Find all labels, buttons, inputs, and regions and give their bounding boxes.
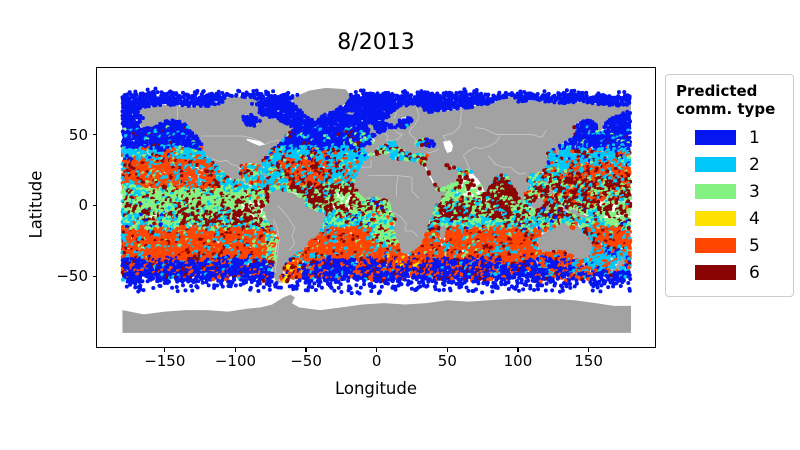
y-tick-label: 0 [78, 196, 88, 215]
legend-entry: 1 [676, 124, 787, 151]
y-tick-label: 50 [68, 125, 88, 144]
y-tick-mark [93, 133, 97, 136]
legend: Predicted comm. type 1 2 3 4 5 6 [665, 74, 794, 297]
legend-swatch [695, 211, 736, 226]
chart-title: 8/2013 [337, 30, 415, 55]
y-tick-mark [93, 275, 97, 277]
x-tick-mark [305, 348, 307, 352]
x-tick-label: −150 [144, 352, 186, 370]
world-scatter-map-canvas [97, 68, 655, 347]
x-tick-mark [588, 348, 590, 352]
legend-entry: 6 [676, 259, 787, 286]
y-tick-mark [93, 204, 97, 206]
x-tick-label: 50 [437, 352, 457, 370]
legend-entry-label: 1 [749, 127, 760, 148]
y-axis-label: Latitude [26, 170, 46, 239]
legend-entries: 1 2 3 4 5 6 [676, 124, 787, 286]
x-tick-label: 0 [371, 352, 382, 370]
x-tick-label: 150 [574, 352, 603, 370]
x-tick-mark [517, 348, 519, 352]
x-tick-label: −50 [290, 352, 322, 370]
legend-entry: 3 [676, 178, 787, 205]
x-tick-label: −100 [214, 352, 257, 370]
x-tick-mark [446, 348, 448, 352]
legend-entry-label: 2 [749, 154, 760, 175]
y-tick-label: −50 [56, 267, 88, 286]
x-axis-label: Longitude [334, 379, 418, 398]
legend-entry-label: 4 [749, 208, 760, 229]
legend-swatch [695, 184, 736, 199]
legend-swatch [695, 238, 736, 253]
legend-swatch [695, 130, 736, 145]
legend-entry-label: 3 [749, 181, 760, 202]
legend-swatch [695, 265, 736, 280]
x-tick-mark [234, 348, 237, 352]
x-tick-mark [376, 348, 378, 352]
legend-swatch [695, 157, 736, 172]
plot-area [96, 67, 656, 348]
legend-title: Predicted comm. type [676, 82, 776, 118]
x-tick-mark [164, 348, 166, 352]
x-tick-label: 100 [503, 352, 533, 370]
legend-entry: 5 [676, 232, 787, 259]
legend-entry: 4 [676, 205, 787, 232]
legend-entry: 2 [676, 151, 787, 178]
legend-entry-label: 5 [749, 235, 760, 256]
legend-entry-label: 6 [749, 262, 760, 283]
